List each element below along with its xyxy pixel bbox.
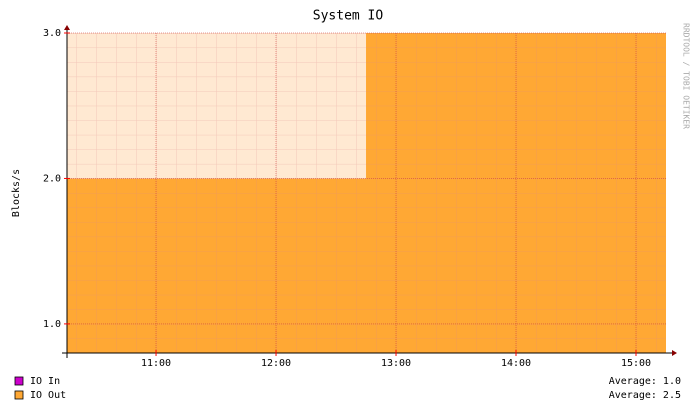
- legend-label: IO In: [30, 376, 60, 387]
- x-tick-label: 11:00: [141, 358, 171, 369]
- y-tick-label: 2.0: [43, 173, 61, 184]
- x-tick-label: 15:00: [621, 358, 651, 369]
- minor-grid: [67, 33, 666, 353]
- y-tick-label: 1.0: [43, 319, 61, 330]
- chart-title: System IO: [313, 9, 384, 24]
- y-axis-label: Blocks/s: [11, 169, 22, 217]
- y-axis-arrow: [64, 25, 70, 30]
- legend-label: IO Out: [30, 390, 66, 401]
- x-tick-label: 12:00: [261, 358, 291, 369]
- legend-average: Average: 1.0: [609, 376, 681, 387]
- x-axis-arrow: [672, 350, 677, 356]
- legend-swatch: [14, 390, 24, 400]
- legend-swatch: [14, 376, 24, 386]
- legend-average: Average: 2.5: [609, 390, 681, 401]
- watermark: RRDTOOL / TOBI OETIKER: [682, 23, 691, 129]
- y-tick-label: 3.0: [43, 28, 61, 39]
- x-tick-label: 13:00: [381, 358, 411, 369]
- x-tick-label: 14:00: [501, 358, 531, 369]
